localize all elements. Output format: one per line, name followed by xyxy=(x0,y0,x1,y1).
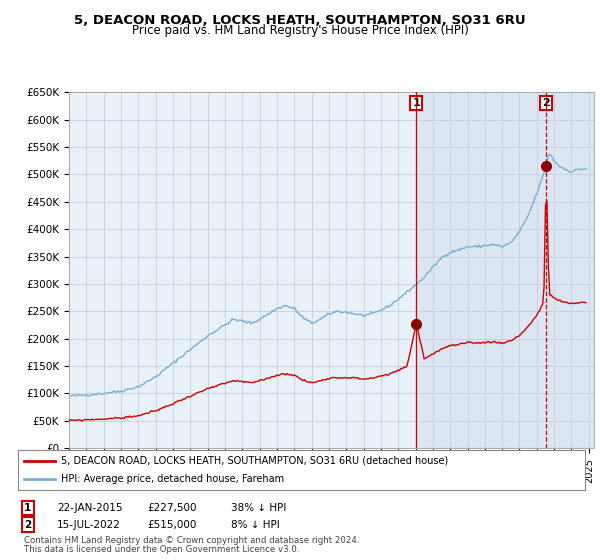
Text: 5, DEACON ROAD, LOCKS HEATH, SOUTHAMPTON, SO31 6RU (detached house): 5, DEACON ROAD, LOCKS HEATH, SOUTHAMPTON… xyxy=(61,456,448,465)
Text: 2: 2 xyxy=(24,520,31,530)
Text: £515,000: £515,000 xyxy=(147,520,196,530)
Text: HPI: Average price, detached house, Fareham: HPI: Average price, detached house, Fare… xyxy=(61,474,284,484)
Text: 2: 2 xyxy=(542,98,550,108)
Text: Price paid vs. HM Land Registry's House Price Index (HPI): Price paid vs. HM Land Registry's House … xyxy=(131,24,469,37)
Text: 1: 1 xyxy=(24,503,31,513)
Bar xyxy=(416,92,594,448)
Text: 38% ↓ HPI: 38% ↓ HPI xyxy=(231,503,286,513)
Text: 15-JUL-2022: 15-JUL-2022 xyxy=(57,520,121,530)
Text: 22-JAN-2015: 22-JAN-2015 xyxy=(57,503,122,513)
Text: Contains HM Land Registry data © Crown copyright and database right 2024.: Contains HM Land Registry data © Crown c… xyxy=(24,536,359,545)
Text: This data is licensed under the Open Government Licence v3.0.: This data is licensed under the Open Gov… xyxy=(24,545,299,554)
Text: 1: 1 xyxy=(413,98,420,108)
Text: £227,500: £227,500 xyxy=(147,503,197,513)
Text: 5, DEACON ROAD, LOCKS HEATH, SOUTHAMPTON, SO31 6RU: 5, DEACON ROAD, LOCKS HEATH, SOUTHAMPTON… xyxy=(74,14,526,27)
Text: 8% ↓ HPI: 8% ↓ HPI xyxy=(231,520,280,530)
